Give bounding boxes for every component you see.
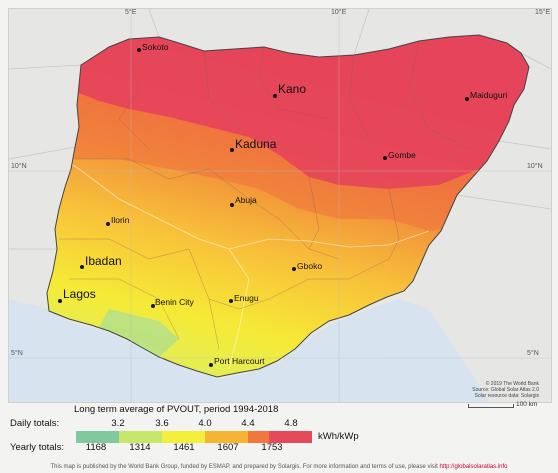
city-label-enugu[interactable]: Enugu — [234, 293, 259, 303]
city-dot-kaduna — [230, 148, 234, 152]
legend-swatch — [76, 431, 119, 443]
footer: This map is published by the World Bank … — [0, 461, 558, 473]
city-label-lagos[interactable]: Lagos — [63, 287, 96, 301]
city-label-abuja[interactable]: Abuja — [235, 195, 257, 205]
city-label-maiduguri[interactable]: Maiduguri — [470, 90, 508, 100]
city-label-gombe[interactable]: Gombe — [388, 150, 416, 160]
country-border — [46, 34, 530, 378]
city-dot-kano — [273, 94, 277, 98]
city-label-port-harcourt[interactable]: Port Harcourt — [214, 356, 265, 366]
tick-lat-10-left: 10°N — [11, 163, 27, 170]
legend: Long term average of PVOUT, period 1994-… — [10, 404, 450, 460]
city-dot-maiduguri — [465, 97, 469, 101]
footer-text: This map is published by the World Bank … — [50, 464, 438, 470]
legend-yearly-label: Yearly totals: — [10, 442, 65, 453]
city-dot-gombe — [383, 156, 387, 160]
credit-line: © 2019 The World Bank — [485, 381, 539, 387]
credit-line: Source: Global Solar Atlas 2.0 — [472, 387, 539, 393]
city-label-sokoto[interactable]: Sokoto — [142, 42, 169, 52]
legend-daily-value: 3.6 — [155, 418, 169, 429]
legend-swatch — [205, 431, 248, 443]
legend-daily-value: 3.2 — [111, 418, 125, 429]
map-canvas[interactable]: 5°E 10°E 15°E 10°N 5°N 10°N 5°N Sokoto K… — [8, 8, 552, 403]
footer-link[interactable]: http://globalsolaratlas.info — [439, 464, 508, 470]
legend-daily-label: Daily totals: — [10, 418, 60, 429]
city-dot-lagos — [58, 299, 62, 303]
city-dot-gboko — [292, 267, 296, 271]
city-label-benin-city[interactable]: Benin City — [155, 297, 194, 307]
city-label-ibadan[interactable]: Ibadan — [85, 254, 122, 268]
tick-lat-5-left: 5°N — [11, 350, 23, 357]
credit-line: Solar resource data: Solargis — [474, 393, 539, 399]
city-dot-port-harcourt — [209, 363, 213, 367]
sea-area — [9, 299, 489, 402]
map-credit: © 2019 The World Bank Source: Global Sol… — [419, 381, 539, 399]
legend-yearly-value: 1753 — [261, 442, 283, 453]
tick-lat-10-right: 10°N — [527, 163, 543, 170]
city-dot-ilorin — [106, 222, 110, 226]
legend-swatch — [248, 431, 269, 443]
legend-daily-value: 4.8 — [284, 418, 298, 429]
legend-daily-value: 4.0 — [198, 418, 212, 429]
city-dot-ibadan — [80, 265, 84, 269]
legend-unit: kWh/kWp — [318, 431, 359, 442]
legend-swatch — [119, 431, 162, 443]
scale-bar-line — [468, 404, 514, 408]
city-dot-benin-city — [151, 304, 155, 308]
legend-yearly-value: 1314 — [129, 442, 151, 453]
city-dot-sokoto — [137, 48, 141, 52]
tick-lon-5: 5°E — [125, 9, 137, 16]
tick-lon-10: 10°E — [331, 9, 347, 16]
city-label-ilorin[interactable]: Ilorin — [111, 215, 130, 225]
legend-swatch — [269, 431, 312, 443]
legend-yearly-value: 1461 — [173, 442, 195, 453]
nigeria-map — [9, 9, 551, 402]
city-dot-enugu — [229, 299, 233, 303]
scale-bar-label: 100 km — [516, 401, 538, 408]
legend-yearly-value: 1168 — [85, 442, 107, 453]
city-label-gboko[interactable]: Gboko — [297, 261, 323, 271]
city-label-kaduna[interactable]: Kaduna — [235, 137, 277, 151]
tick-lon-15: 15°E — [535, 9, 551, 16]
tick-lat-5-right: 5°N — [527, 350, 539, 357]
legend-title: Long term average of PVOUT, period 1994-… — [74, 404, 279, 415]
legend-daily-value: 4.4 — [241, 418, 255, 429]
legend-yearly-value: 1607 — [217, 442, 239, 453]
city-dot-abuja — [230, 203, 234, 207]
legend-swatch — [162, 431, 205, 443]
city-label-kano[interactable]: Kano — [278, 82, 307, 96]
